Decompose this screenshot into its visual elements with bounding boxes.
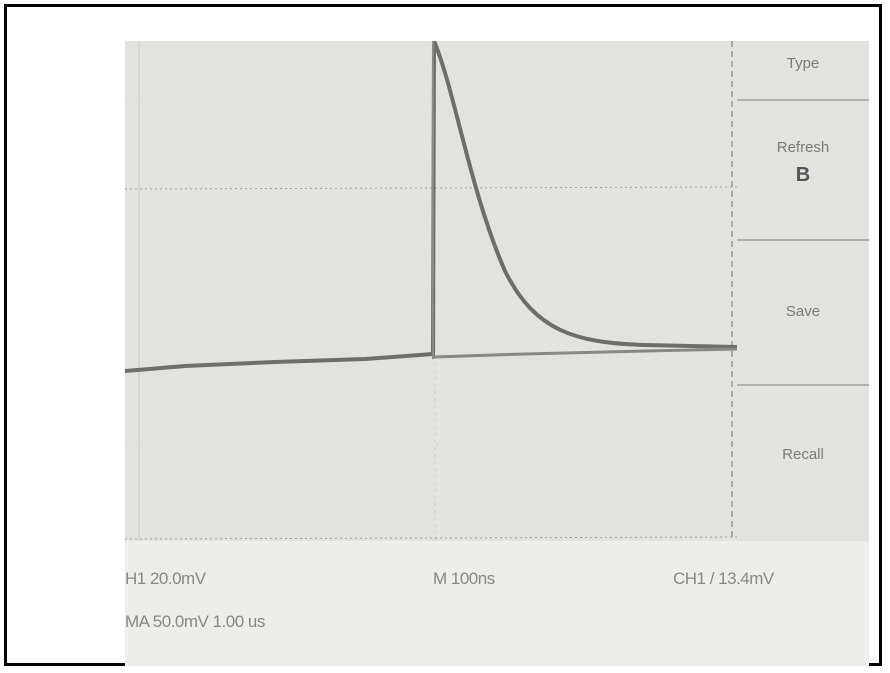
ch1-scale-readout: H1 20.0mV	[125, 569, 206, 588]
menu-item-refresh[interactable]: Refresh B	[737, 101, 869, 241]
menu-item-label: Type	[786, 55, 820, 72]
trigger-readout: CH1 / 13.4mV	[673, 569, 774, 588]
menu-item-label: Refresh	[776, 139, 830, 156]
softkey-menu: Type Refresh B Save Recall	[737, 41, 869, 541]
grid-line-bottom	[125, 536, 737, 540]
oscilloscope-photo: Type Refresh B Save Recall H1 20.0mV MA …	[125, 41, 869, 666]
signal-trace	[125, 41, 737, 373]
menu-item-value: B	[795, 164, 811, 186]
math-scale-readout: MA 50.0mV 1.00 us	[125, 612, 265, 631]
menu-item-type[interactable]: Type	[737, 41, 869, 101]
grid-line-top	[125, 98, 737, 102]
grid-line-upper	[125, 186, 737, 190]
menu-item-label: Recall	[782, 446, 824, 463]
status-bar	[125, 541, 869, 666]
graticule	[125, 41, 737, 541]
image-frame: Type Refresh B Save Recall H1 20.0mV MA …	[4, 4, 882, 666]
timebase-readout: M 100ns	[433, 569, 495, 588]
menu-item-recall[interactable]: Recall	[737, 386, 869, 536]
grid-line-lower	[125, 443, 737, 447]
signal-trace-lower	[433, 347, 737, 359]
menu-item-label: Save	[785, 303, 821, 320]
scope-screen	[125, 41, 737, 541]
menu-item-save[interactable]: Save	[737, 241, 869, 386]
